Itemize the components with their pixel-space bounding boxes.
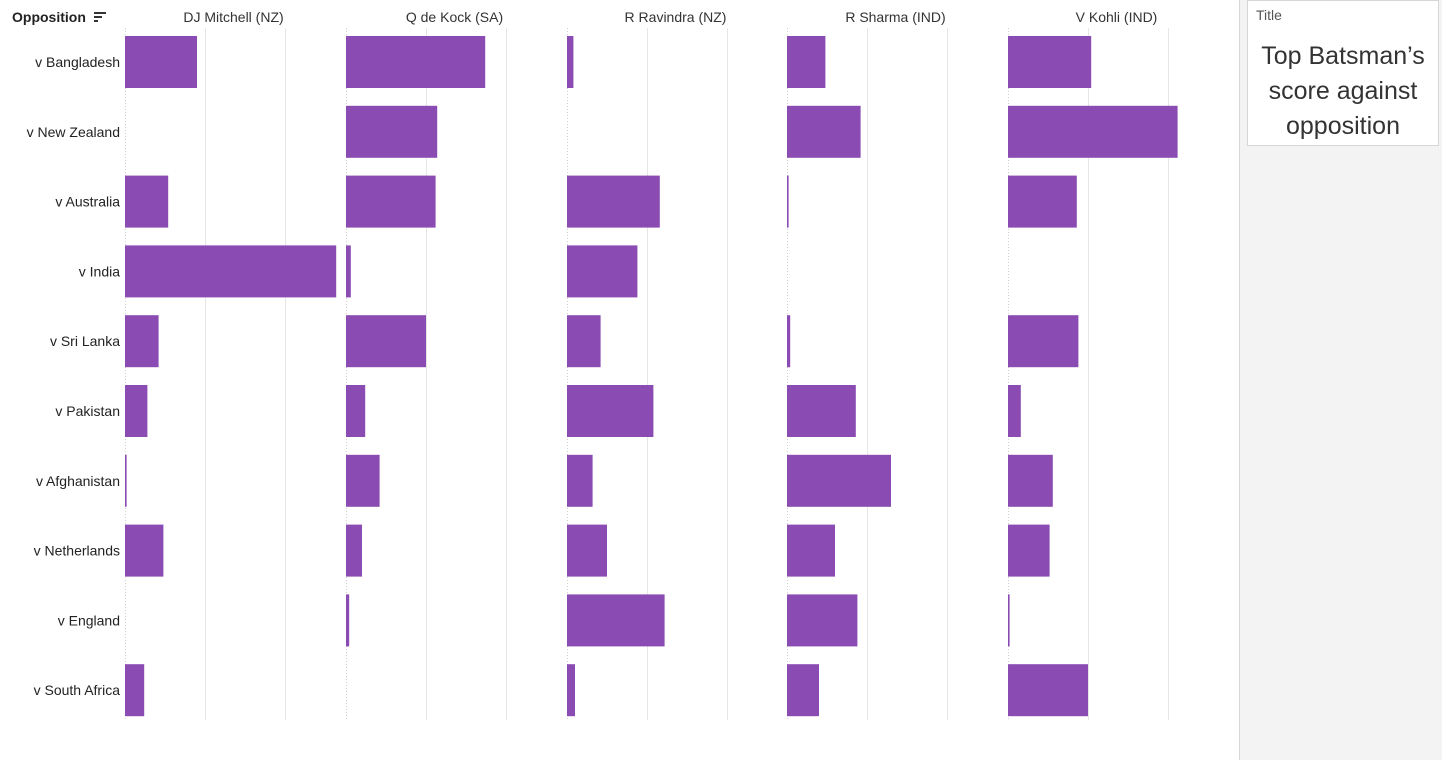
bar[interactable] bbox=[346, 454, 380, 507]
bar[interactable] bbox=[787, 664, 819, 717]
bar[interactable] bbox=[346, 524, 362, 577]
bar[interactable] bbox=[567, 175, 660, 228]
bar[interactable] bbox=[346, 385, 366, 437]
chart-area: Opposition DJ Mitchell (NZ) Q de Kock (SA)… bbox=[12, 9, 1178, 720]
bar[interactable] bbox=[346, 315, 426, 368]
bar[interactable] bbox=[125, 664, 145, 717]
bar[interactable] bbox=[1008, 105, 1178, 158]
bar[interactable] bbox=[1008, 594, 1010, 647]
bar[interactable] bbox=[346, 245, 351, 298]
bar[interactable] bbox=[125, 245, 337, 298]
bar[interactable] bbox=[787, 36, 826, 88]
bar[interactable] bbox=[1008, 36, 1092, 88]
bar[interactable] bbox=[787, 524, 835, 577]
bar[interactable] bbox=[567, 315, 601, 368]
row-label: v South Africa bbox=[34, 682, 121, 698]
bar[interactable] bbox=[567, 454, 593, 507]
row-label: v India bbox=[79, 263, 120, 279]
bar[interactable] bbox=[567, 385, 654, 437]
row-label: v Australia bbox=[55, 194, 120, 210]
bar[interactable] bbox=[125, 385, 148, 437]
bar[interactable] bbox=[787, 315, 791, 368]
bar[interactable] bbox=[567, 245, 638, 298]
side-panel: Title Top Batsman’s score against opposi… bbox=[1239, 0, 1442, 760]
bar[interactable] bbox=[125, 175, 169, 228]
bar[interactable] bbox=[787, 175, 789, 228]
column-header: Q de Kock (SA) bbox=[406, 9, 503, 25]
row-label: v Afghanistan bbox=[36, 473, 120, 489]
bar[interactable] bbox=[787, 105, 861, 158]
bar[interactable] bbox=[787, 594, 858, 647]
row-label: v England bbox=[58, 612, 120, 628]
bar[interactable] bbox=[567, 594, 665, 647]
bar[interactable] bbox=[125, 36, 197, 88]
bar[interactable] bbox=[125, 524, 164, 577]
bar[interactable] bbox=[346, 594, 350, 647]
row-label: v New Zealand bbox=[27, 124, 120, 140]
title-card-label: Title bbox=[1256, 7, 1282, 23]
row-header[interactable]: Opposition bbox=[12, 9, 86, 25]
column-header: V Kohli (IND) bbox=[1076, 9, 1158, 25]
bar[interactable] bbox=[125, 454, 127, 507]
bar[interactable] bbox=[1008, 385, 1021, 437]
bar-chart-svg: Opposition DJ Mitchell (NZ) Q de Kock (SA)… bbox=[12, 9, 1178, 720]
row-label: v Bangladesh bbox=[35, 54, 120, 70]
bar[interactable] bbox=[346, 105, 438, 158]
bar[interactable] bbox=[787, 385, 856, 437]
bar[interactable] bbox=[125, 315, 159, 368]
bar[interactable] bbox=[1008, 664, 1088, 717]
row-label: v Netherlands bbox=[34, 543, 120, 559]
row-label: v Pakistan bbox=[55, 403, 120, 419]
bar[interactable] bbox=[1008, 315, 1079, 368]
bar[interactable] bbox=[567, 524, 607, 577]
title-card: Title Top Batsman’s score against opposi… bbox=[1247, 0, 1439, 146]
bar[interactable] bbox=[787, 454, 891, 507]
bar[interactable] bbox=[567, 664, 575, 717]
row-label: v Sri Lanka bbox=[50, 333, 120, 349]
bar[interactable] bbox=[567, 36, 574, 88]
bar[interactable] bbox=[1008, 524, 1050, 577]
bar[interactable] bbox=[346, 175, 436, 228]
column-header: R Ravindra (NZ) bbox=[625, 9, 727, 25]
bar[interactable] bbox=[1008, 454, 1053, 507]
sort-icon[interactable] bbox=[94, 12, 106, 22]
bar[interactable] bbox=[1008, 175, 1077, 228]
column-header: R Sharma (IND) bbox=[845, 9, 945, 25]
title-card-text: Top Batsman’s score against opposition bbox=[1261, 42, 1425, 140]
column-header: DJ Mitchell (NZ) bbox=[183, 9, 283, 25]
bar[interactable] bbox=[346, 36, 486, 88]
